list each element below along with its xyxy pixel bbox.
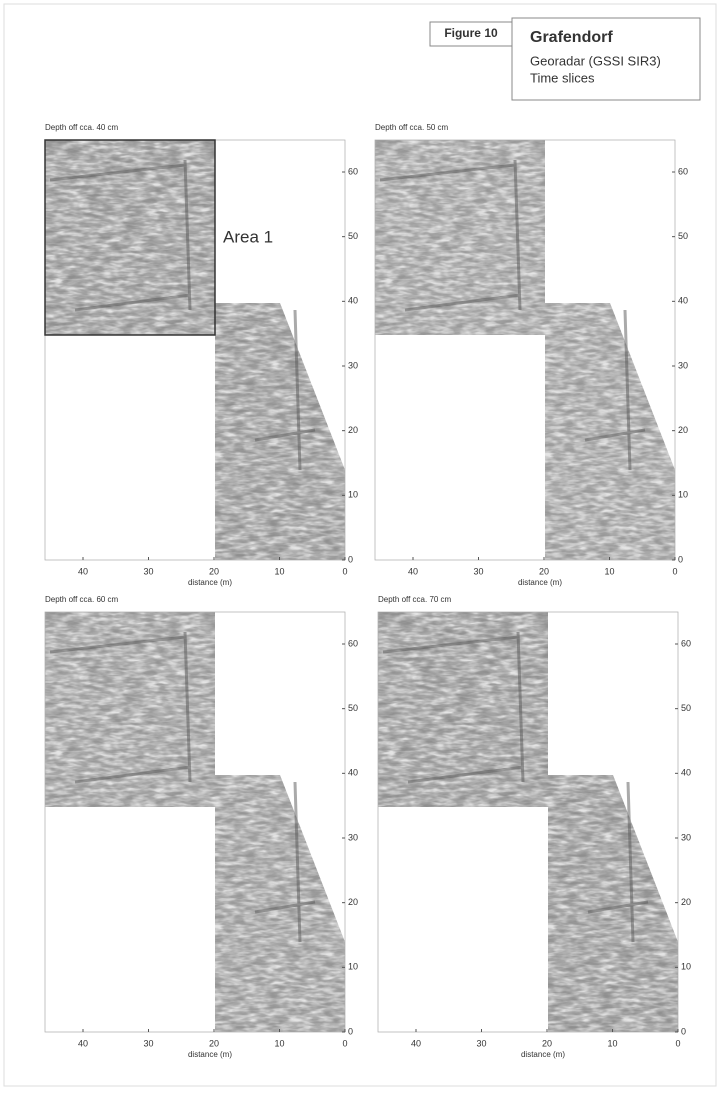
y-tick-label: 50: [678, 231, 688, 241]
x-tick-label: 30: [143, 1038, 153, 1048]
x-tick-label: 20: [209, 1038, 219, 1048]
x-tick-label: 10: [607, 1038, 617, 1048]
x-tick-label: 30: [473, 566, 483, 576]
x-tick-label: 40: [411, 1038, 421, 1048]
y-tick-label: 10: [348, 962, 358, 972]
panels: Depth off cca. 40 cm 0 10 20 30 40 50 60 40 30 20 1…: [44, 123, 691, 1059]
x-axis-label: distance (m): [521, 1050, 565, 1059]
x-tick-label: 40: [78, 566, 88, 576]
panel-title: Depth off cca. 70 cm: [378, 595, 452, 604]
y-tick-label: 40: [681, 768, 691, 778]
y-tick-label: 20: [681, 897, 691, 907]
y-tick-label: 30: [681, 832, 691, 842]
y-tick-label: 20: [348, 425, 358, 435]
x-tick-label: 0: [675, 1038, 680, 1048]
radar-panel: Depth off cca. 50 cm 0 10 20 30 40 50 60 40 30 20 1…: [374, 123, 688, 587]
y-tick-label: 40: [348, 768, 358, 778]
y-tick-label: 60: [681, 638, 691, 648]
x-axis-label: distance (m): [188, 1050, 232, 1059]
panel-title: Depth off cca. 40 cm: [45, 123, 119, 132]
y-tick-label: 30: [678, 360, 688, 370]
radar-panel: Depth off cca. 70 cm 0 10 20 30 40 50 60 40 30 20 1…: [377, 595, 691, 1059]
y-tick-label: 40: [678, 296, 688, 306]
y-tick-label: 0: [348, 1026, 353, 1036]
x-tick-label: 10: [274, 566, 284, 576]
x-tick-label: 20: [539, 566, 549, 576]
y-tick-label: 60: [678, 166, 688, 176]
y-tick-label: 0: [678, 554, 683, 564]
radar-panel: Depth off cca. 40 cm 0 10 20 30 40 50 60 40 30 20 1…: [44, 123, 358, 587]
y-tick-label: 50: [348, 231, 358, 241]
y-tick-label: 0: [348, 554, 353, 564]
y-tick-label: 40: [348, 296, 358, 306]
y-tick-label: 0: [681, 1026, 686, 1036]
x-tick-label: 20: [542, 1038, 552, 1048]
header-line: Georadar (GSSI SIR3): [530, 53, 661, 68]
y-tick-label: 20: [348, 897, 358, 907]
y-tick-label: 50: [348, 703, 358, 713]
feature-line: [382, 631, 649, 943]
x-tick-label: 10: [604, 566, 614, 576]
y-tick-label: 30: [348, 832, 358, 842]
feature-line: [49, 159, 316, 471]
plot-frame: [44, 611, 346, 1033]
y-tick-label: 30: [348, 360, 358, 370]
header-box: [511, 17, 701, 101]
x-tick-label: 40: [408, 566, 418, 576]
y-tick-label: 10: [348, 490, 358, 500]
y-tick-label: 10: [678, 490, 688, 500]
y-tick-label: 10: [681, 962, 691, 972]
area-label: Area 1: [223, 227, 273, 246]
area-outline: [44, 139, 216, 336]
x-tick-label: 0: [672, 566, 677, 576]
plot-frame: [374, 139, 676, 561]
header-title: Grafendorf: [530, 29, 613, 46]
x-tick-label: 30: [143, 566, 153, 576]
figure-label: Figure 10: [444, 26, 498, 40]
y-tick-label: 50: [681, 703, 691, 713]
x-tick-label: 20: [209, 566, 219, 576]
panel-title: Depth off cca. 60 cm: [45, 595, 119, 604]
x-tick-label: 30: [476, 1038, 486, 1048]
x-tick-label: 0: [342, 566, 347, 576]
x-tick-label: 40: [78, 1038, 88, 1048]
y-tick-label: 20: [678, 425, 688, 435]
y-tick-label: 60: [348, 638, 358, 648]
y-tick-label: 60: [348, 166, 358, 176]
feature-line: [49, 631, 316, 943]
plot-frame: [377, 611, 679, 1033]
feature-line: [379, 159, 646, 471]
x-tick-label: 10: [274, 1038, 284, 1048]
header-line: Time slices: [530, 70, 595, 85]
x-axis-label: distance (m): [188, 578, 232, 587]
radar-panel: Depth off cca. 60 cm 0 10 20 30 40 50 60 40 30 20 1…: [44, 595, 358, 1059]
page-border: [3, 3, 717, 1087]
figure-label-box: [429, 21, 513, 47]
panel-title: Depth off cca. 50 cm: [375, 123, 449, 132]
x-axis-label: distance (m): [518, 578, 562, 587]
x-tick-label: 0: [342, 1038, 347, 1048]
